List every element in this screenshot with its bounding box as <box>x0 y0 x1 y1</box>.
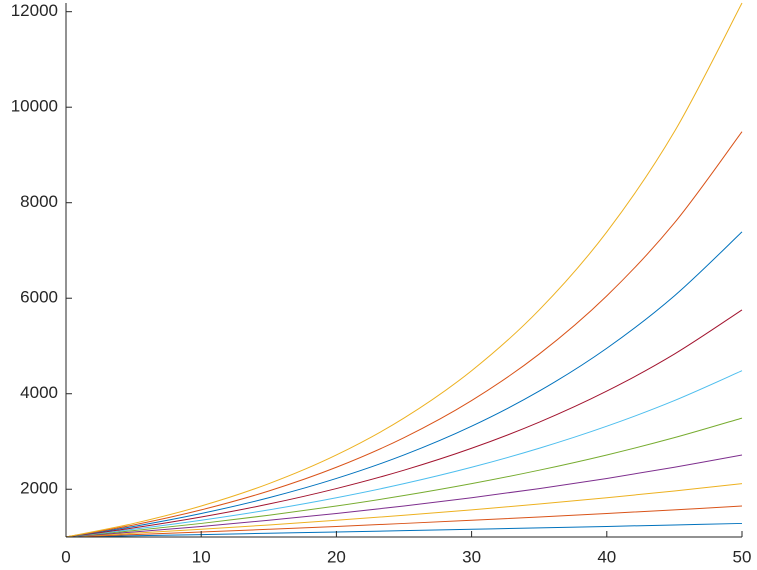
x-tick-label: 10 <box>192 547 211 566</box>
y-tick-label: 10000 <box>11 97 58 116</box>
y-tick-label: 8000 <box>20 192 58 211</box>
series-line <box>65 231 743 538</box>
series-line <box>65 483 743 538</box>
y-tick-label: 12000 <box>11 1 58 20</box>
x-tick-label: 30 <box>462 547 481 566</box>
x-tick-label: 50 <box>733 547 752 566</box>
series-line <box>65 370 743 538</box>
series-line <box>65 505 743 538</box>
y-tick-label: 4000 <box>20 383 58 402</box>
y-tick-label: 2000 <box>20 479 58 498</box>
series-line <box>65 522 743 538</box>
series-line <box>65 2 743 538</box>
y-tick-label: 6000 <box>20 288 58 307</box>
x-tick-label: 0 <box>61 547 70 566</box>
series-line <box>65 131 743 538</box>
series-line <box>65 309 743 538</box>
x-tick-label: 20 <box>327 547 346 566</box>
x-tick-label: 40 <box>597 547 616 566</box>
series-line <box>65 417 743 538</box>
series-line <box>65 454 743 538</box>
